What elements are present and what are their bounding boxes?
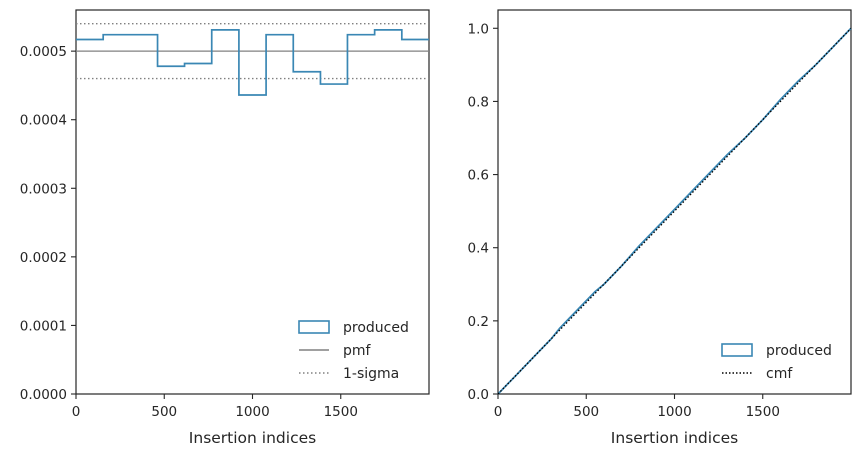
right-x-tick-label: 500 [573,404,599,420]
right-x-axis-label: Insertion indices [611,429,738,447]
left-legend: produced pmf 1-sigma [298,320,409,382]
right-plot-frame [497,9,852,395]
left-panel: 0.0000 0.0001 0.0002 0.0003 0.0004 0.0005 0 50… [20,9,430,447]
right-x-tick-label: 0 [494,404,503,420]
legend-swatch-produced-cumulative [721,343,753,357]
left-y-tick-label: 0.0000 [20,387,67,403]
legend-label-1-sigma: 1-sigma [343,366,399,382]
legend-label-pmf: pmf [343,343,372,359]
right-y-tick-label: 0.2 [468,314,489,330]
left-y-tick-label: 0.0005 [20,44,67,60]
cmf-line [497,27,852,395]
left-y-tick-label: 0.0001 [20,318,67,334]
left-plot-frame [75,9,430,395]
right-x-tick-label: 1500 [746,404,780,420]
left-x-tick-label: 1000 [235,404,269,420]
left-y-tick-label: 0.0003 [20,181,67,197]
left-x-tick-label: 0 [72,404,81,420]
legend-label-produced-cumulative: produced [766,343,832,359]
legend-label-cmf: cmf [766,366,793,382]
right-y-tick-label: 0.0 [468,387,489,403]
left-y-tick-label: 0.0002 [20,250,67,266]
right-y-tick-label: 0.6 [468,168,489,184]
right-y-tick-label: 1.0 [468,21,489,37]
right-x-tick-label: 1000 [657,404,691,420]
produced-step-series [76,29,429,96]
right-y-tick-label: 0.8 [468,94,489,110]
right-legend: produced cmf [721,343,832,382]
left-x-axis-label: Insertion indices [189,429,316,447]
legend-swatch-produced [298,320,330,334]
produced-cumulative-series [497,27,852,395]
left-y-tick-label: 0.0004 [20,113,67,129]
legend-label-produced: produced [343,320,409,336]
left-x-tick-label: 1500 [324,404,358,420]
left-x-tick-label: 500 [151,404,177,420]
right-y-tick-label: 0.4 [468,241,489,257]
right-panel: 0.0 0.2 0.4 0.6 0.8 1.0 0 500 1000 1500 Insertio… [468,9,852,447]
